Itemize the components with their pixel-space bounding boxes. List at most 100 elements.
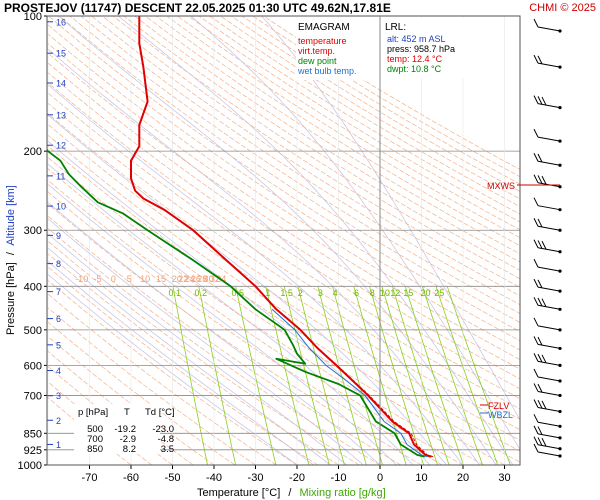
grid-lines [47,16,520,465]
wind-barb-dot [558,269,562,273]
table-row-850-t: 8.2 [123,444,136,455]
wind-barb-staff [537,390,561,396]
mixing-ratio-label: 4 [333,288,338,298]
plot-frame [46,15,521,466]
table-row-500-td: -23.0 [152,424,174,435]
series-dew-point [47,148,425,458]
dry-adiabat [47,32,520,351]
wind-barb-dot [558,409,562,414]
temp-tick-label: 10 [415,472,427,484]
wind-barb-dot [558,424,562,428]
dry-adiabat [47,335,215,465]
lrl-pressure: press: 958.7 hPa [387,44,455,54]
wind-barb-staff [537,444,561,450]
wind-barb-feather [537,353,543,363]
wind-barb-dot [558,447,562,451]
wind-barb-feather [533,425,539,435]
lrl-box [382,18,478,78]
altitude-label: 8 [56,259,61,269]
wind-barb-feather [533,95,539,104]
dry-adiabat [47,81,520,400]
wind-barb-feather [537,437,543,446]
theta-label: 20 [172,274,182,284]
wind-barb-feather [533,368,539,378]
marker-fzlv: FZLV [488,401,509,411]
pressure-tick-label: 1000 [18,460,42,472]
dry-adiabat [80,16,520,306]
wind-barb-feather [537,279,543,289]
theta-label: 24 [185,274,195,284]
wind-barb-dot [558,379,562,383]
temp-tick-label: 20 [457,472,469,484]
wind-barb-feather [537,399,543,409]
wind-barb-feather [541,240,547,250]
wind-barb-dot [558,139,562,143]
wind-barbs [533,18,562,458]
mixing-ratio-label: 12 [390,288,400,298]
wind-barb-dot [558,163,562,167]
moist-adiabat [47,232,348,465]
temp-tick-label: -60 [123,472,139,484]
dry-adiabat [198,16,520,215]
series-virt-temp [130,16,434,458]
y-axis-title-sep: / [5,251,17,255]
wind-barb-staff [537,325,561,331]
altitude-label: 14 [56,79,66,89]
isoline-labels: 0.1 0.2 0.5 1 1.5 2 3 4 6 8 10 12 15 20 25-10 -5 0 5 10 15 2… [75,274,444,298]
profile-lines [47,16,434,458]
dry-adiabat [47,71,520,390]
table-row-700-p: 700 [87,434,103,445]
mixing-ratio-label: 0.1 [168,288,181,298]
wind-barb-feather [537,96,543,105]
wind-barb-staff [537,160,561,166]
table-row-700-t: -2.9 [120,434,136,445]
wind-barb-staff [537,205,561,211]
wind-barb-dot [558,363,562,367]
mixing-ratio-label: 8 [370,288,375,298]
dry-adiabat [47,61,520,380]
wind-barb-dot [558,454,562,458]
pressure-tick-label: 400 [24,281,42,293]
x-axis-title: Temperature [°C] / Mixing ratio [g/kg] [197,487,386,499]
wind-barb-staff [537,343,561,349]
wind-barb-dot [558,346,562,351]
theta-label: 28 [197,274,207,284]
wind-barb-feather [533,153,539,162]
wind-barb-staff [537,266,561,272]
wind-barb-feather [537,297,543,307]
wind-barb-staff [537,421,561,427]
dry-adiabat [47,202,422,465]
dry-adiabat [47,91,520,410]
mixing-ratio-label: 0.2 [194,288,207,298]
x-axis-title-sep: / [288,487,292,499]
lrl-temperature: temp: 12.4 °C [387,54,443,64]
wind-barb-feather [533,353,539,362]
credit-label: CHMI © 2025 [529,2,596,14]
moist-adiabat [47,272,298,465]
wind-barb-feather [533,239,539,248]
pressure-tick-label: 925 [24,445,42,457]
lrl-altitude: alt: 452 m ASL [387,34,446,44]
wind-barb-feather [537,55,543,65]
mixing-ratio-label: 3 [318,288,323,298]
temp-tick-label: 0 [377,472,383,484]
y-axis-title-pressure: Pressure [hPa] [5,262,17,335]
wind-barb-staff [537,451,561,457]
dry-adiabat [112,16,520,280]
temp-tick-label: 30 [498,472,510,484]
series-wet-bulb-temp [271,308,428,458]
dry-adiabat [47,23,520,342]
wind-barb-feather [533,174,539,183]
wind-barb-feather [533,297,539,306]
pressure-tick-label: 200 [24,146,42,158]
dry-adiabat [134,16,520,263]
altitude-label: 16 [56,17,66,27]
legend-dew-point: dew point [298,56,337,66]
legend-virt-temp: virt.temp. [298,46,335,56]
dry-adiabat [209,16,520,207]
wind-barb-staff [537,247,561,253]
y-axis-title-altitude: Altitude [km] [5,185,17,246]
dry-adiabat [47,42,520,360]
